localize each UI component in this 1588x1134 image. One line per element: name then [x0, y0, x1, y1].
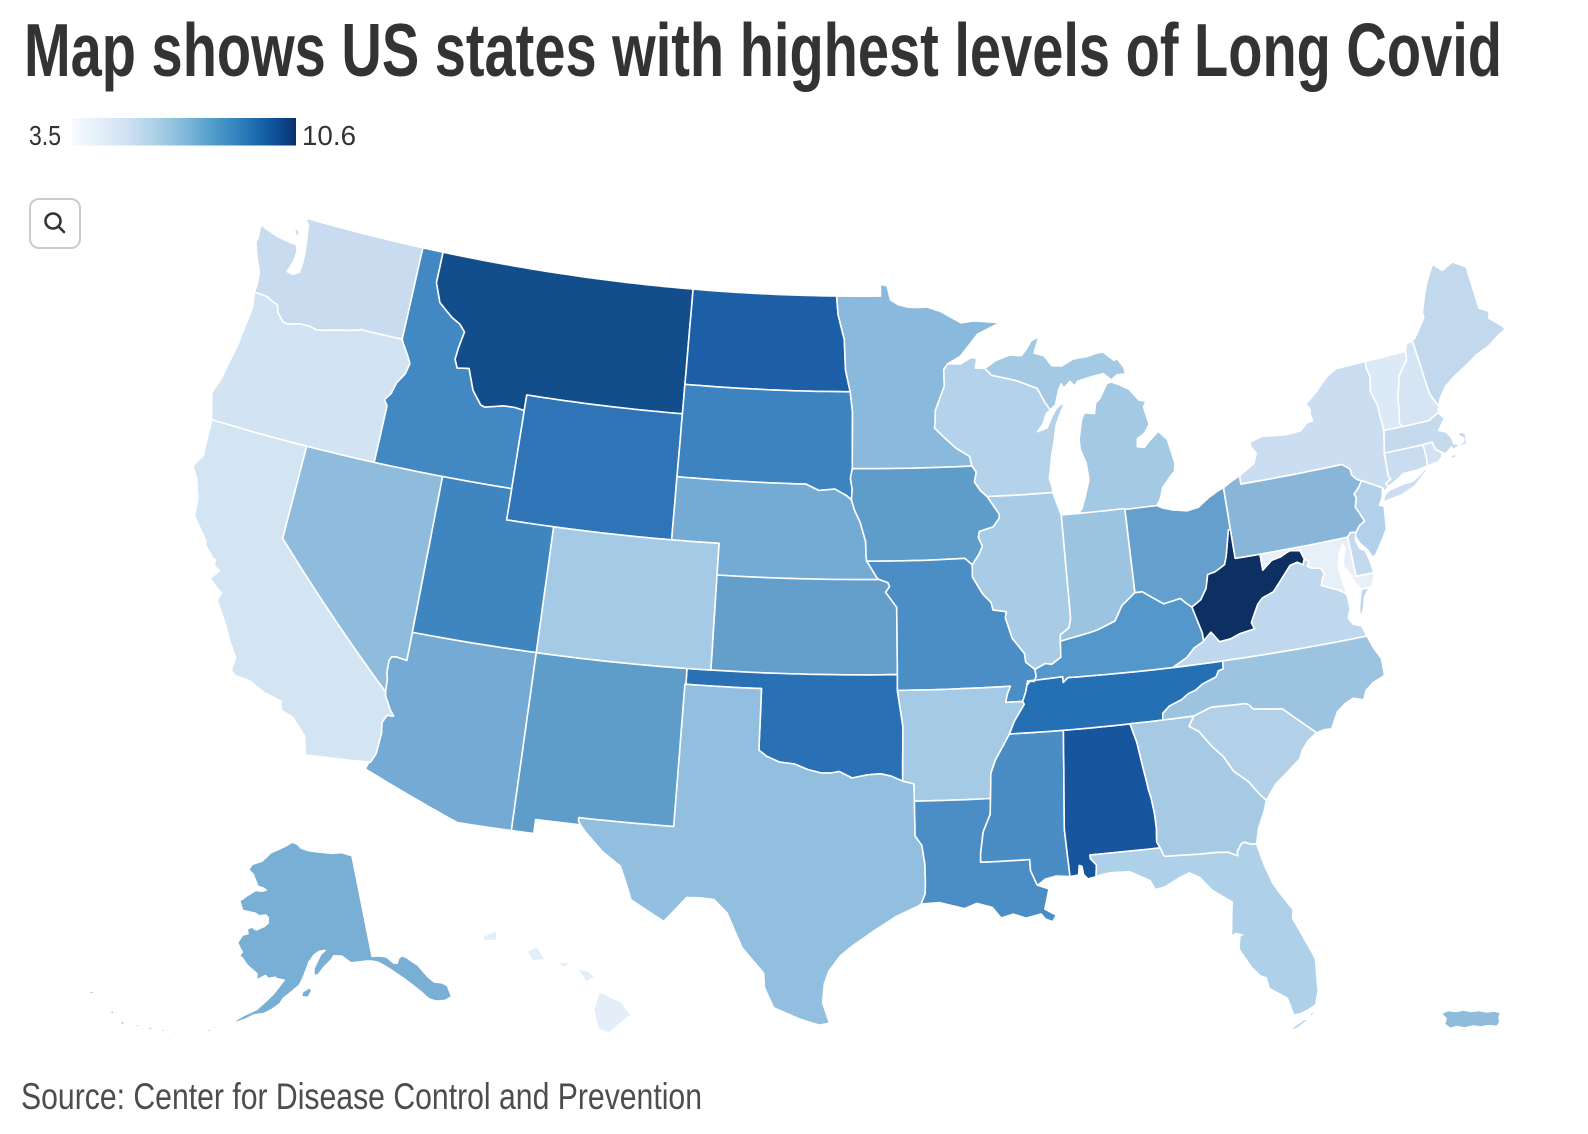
- svg-text:10.6: 10.6: [302, 120, 356, 151]
- svg-text:Source: Center for Disease Con: Source: Center for Disease Control and P…: [21, 1076, 702, 1117]
- svg-text:3.5: 3.5: [29, 120, 61, 151]
- svg-text:Map shows US states with highe: Map shows US states with highest levels …: [24, 8, 1502, 92]
